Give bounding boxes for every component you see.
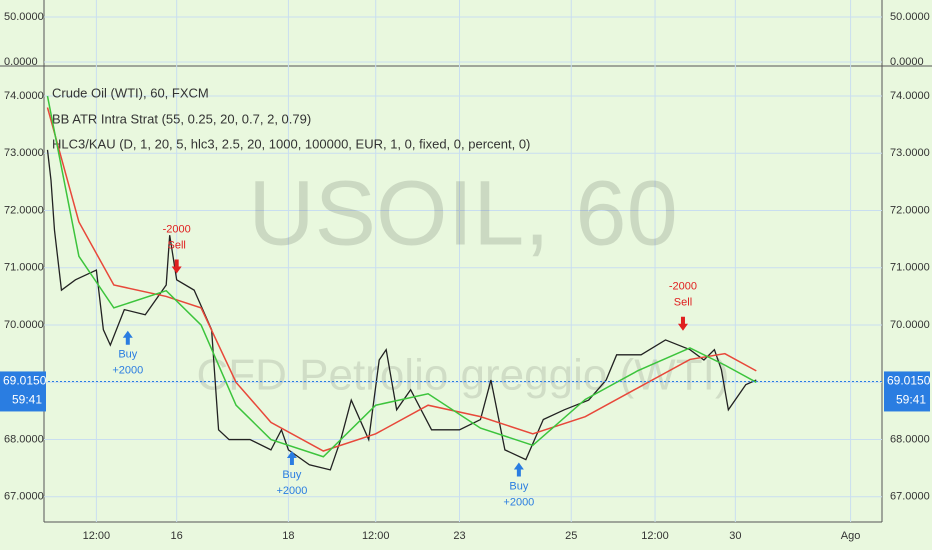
y-tick-label: 0.0000 — [4, 56, 38, 68]
y-tick-label: 72.0000 — [890, 204, 930, 216]
signal-arrow — [171, 259, 182, 274]
legend-title: Crude Oil (WTI), 60, FXCM — [52, 85, 209, 100]
y-tick-label: 0.0000 — [890, 56, 924, 68]
y-tick-label: 70.0000 — [4, 319, 44, 331]
signal-amount: +2000 — [503, 496, 534, 508]
indicator-line — [46, 107, 757, 452]
y-tick-label: 68.0000 — [4, 433, 44, 445]
x-tick-label: Ago — [841, 530, 861, 542]
y-tick-label: 73.0000 — [4, 147, 44, 159]
y-tick-label: 68.0000 — [890, 433, 930, 445]
signal-side: Buy — [509, 480, 528, 492]
signal-arrow — [122, 330, 133, 345]
last-price-label: 69.0150 — [3, 374, 47, 388]
signal-amount: +2000 — [112, 365, 143, 377]
signal-side: Sell — [168, 239, 186, 251]
x-tick-label: 12:00 — [362, 530, 390, 542]
watermark: USOIL, 60 — [248, 162, 678, 264]
y-tick-label: 74.0000 — [4, 90, 44, 102]
y-tick-label: 50.0000 — [4, 11, 44, 23]
signal-arrow — [677, 316, 688, 331]
legend-indicator: HLC3/KAU (D, 1, 20, 5, hlc3, 2.5, 20, 10… — [52, 136, 530, 151]
price-tag — [884, 371, 930, 412]
y-tick-label: 67.0000 — [4, 491, 44, 503]
signal-amount: -2000 — [669, 281, 697, 293]
y-tick-label: 50.0000 — [890, 11, 930, 23]
last-price-label: 69.0150 — [887, 374, 931, 388]
x-tick-label: 16 — [171, 530, 183, 542]
y-tick-label: 74.0000 — [890, 90, 930, 102]
signal-side: Buy — [118, 349, 137, 361]
price-line — [46, 149, 757, 471]
x-tick-label: 23 — [453, 530, 465, 542]
signal-side: Sell — [674, 297, 692, 309]
y-tick-label: 73.0000 — [890, 147, 930, 159]
countdown-label: 59:41 — [896, 393, 926, 407]
signal-arrow — [513, 462, 524, 477]
y-tick-label: 71.0000 — [890, 262, 930, 274]
legend-indicator: BB ATR Intra Strat (55, 0.25, 20, 0.7, 2… — [52, 111, 311, 126]
x-tick-label: 25 — [565, 530, 577, 542]
signal-arrow — [286, 451, 297, 466]
y-tick-label: 67.0000 — [890, 491, 930, 503]
indicator-line — [46, 95, 757, 458]
signal-side: Buy — [282, 469, 301, 481]
x-tick-label: 18 — [282, 530, 294, 542]
watermark-subtitle: CFD Petrolio greggio (WTI) — [196, 351, 729, 400]
y-tick-label: 71.0000 — [4, 262, 44, 274]
countdown-label: 59:41 — [12, 393, 42, 407]
price-tag — [0, 371, 46, 412]
x-tick-label: 30 — [729, 530, 741, 542]
y-tick-label: 70.0000 — [890, 319, 930, 331]
y-tick-label: 72.0000 — [4, 204, 44, 216]
x-tick-label: 12:00 — [641, 530, 669, 542]
x-tick-label: 12:00 — [83, 530, 111, 542]
signal-amount: -2000 — [163, 223, 191, 235]
signal-amount: +2000 — [276, 485, 307, 497]
